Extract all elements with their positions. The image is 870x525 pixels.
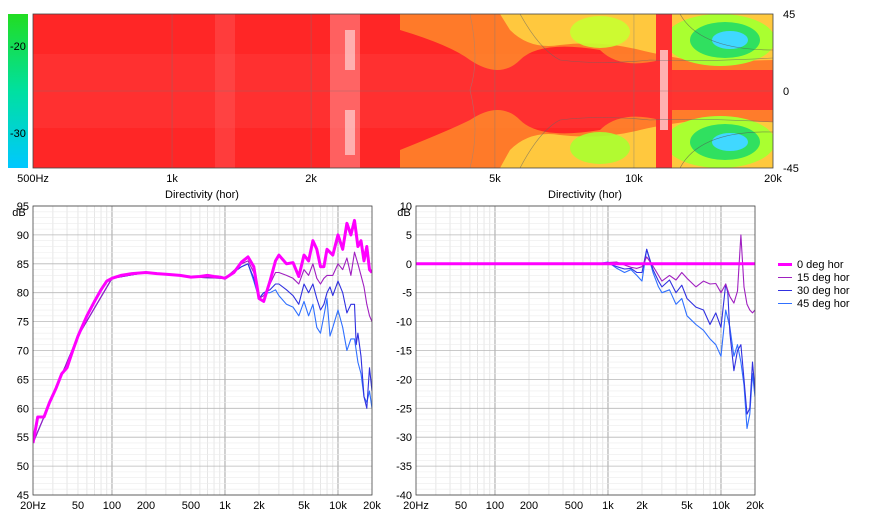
legend-label: 15 deg hor [797,271,850,284]
heatmap-axis-labels: 500Hz 1k 2k 5k 10k 20k 45 0 -45 [17,9,799,185]
norm-y-tick: -30 [396,432,412,444]
heatmap-x-tick: 500Hz [17,173,49,185]
chart-legend: 0 deg hor 15 deg hor 30 deg hor 45 deg hor [778,258,850,310]
norm-y-tick: -20 [396,374,412,386]
spl-x-tick: 200 [137,500,155,512]
heatmap-gridlines [33,14,773,168]
heatmap-x-tick: 1k [166,173,178,185]
spl-chart-axis-labels: 20Hz 50 100 200 500 1k 2k 5k 10k 20k 95 90 85 80 75 70 6… [17,201,382,512]
norm-x-tick: 500 [565,500,583,512]
spl-chart-grid [33,205,372,496]
legend-swatch [778,277,792,278]
norm-y-tick: -25 [396,403,412,415]
spl-x-tick: 20k [363,500,381,512]
norm-x-tick: 20Hz [403,500,429,512]
norm-series-2 [416,248,755,415]
heatmap-y-tick: 45 [783,9,795,21]
spl-chart-series [33,218,372,444]
spl-y-tick: 45 [17,490,29,502]
norm-y-tick: -40 [396,490,412,502]
heatmap-plot [33,14,773,168]
spl-series-3 [33,263,372,444]
norm-series-3 [416,248,755,430]
legend-label: 45 deg hor [797,297,850,310]
norm-y-tick: -5 [402,288,412,300]
spl-x-tick: 100 [103,500,121,512]
norm-y-tick: 5 [406,230,412,242]
heatmap-y-tick: -45 [783,163,799,175]
spl-x-tick: 1k [219,500,231,512]
norm-x-tick: 5k [681,500,693,512]
spl-y-tick: 75 [17,317,29,329]
normalized-chart-axis-labels: 20Hz 50 100 200 500 1k 2k 5k 10k 20k1050-5-10-15-… [396,201,764,512]
spl-x-tick: 10k [329,500,347,512]
spl-x-tick: 500 [182,500,200,512]
spl-x-tick: 2k [253,500,265,512]
heatmap-x-tick: 20k [764,173,782,185]
spl-y-tick: 85 [17,259,29,271]
legend-label: 30 deg hor [797,284,850,297]
spl-y-tick: 50 [17,461,29,473]
legend-label: 0 deg hor [797,258,844,271]
spl-y-tick: 90 [17,230,29,242]
norm-y-tick: 10 [400,201,412,213]
heatmap-y-tick: 0 [783,86,789,98]
colorbar-tick-0: -20 [10,41,26,53]
spl-y-tick: 55 [17,432,29,444]
legend-item: 15 deg hor [778,271,850,284]
spl-series-0 [33,218,372,444]
norm-x-tick: 2k [636,500,648,512]
colorbar [8,14,28,168]
norm-x-tick: 200 [520,500,538,512]
legend-swatch [778,303,792,304]
spl-y-tick: 60 [17,403,29,415]
norm-y-tick: -35 [396,461,412,473]
spl-series-1 [33,251,372,444]
norm-x-tick: 20k [746,500,764,512]
spl-x-tick: 5k [298,500,310,512]
norm-y-tick: -10 [396,317,412,329]
norm-series-1 [416,234,755,314]
heatmap-x-tick: 10k [625,173,643,185]
spl-y-tick: 95 [17,201,29,213]
legend-item: 45 deg hor [778,297,850,310]
norm-x-tick: 50 [455,500,467,512]
norm-x-tick: 1k [602,500,614,512]
spl-chart-title: Directivity (hor) [165,189,239,201]
spl-chart: Directivity (hor) dB 20Hz 50 100 200 500 1k 2k… [12,189,381,512]
spl-series-2 [33,263,372,444]
normalized-chart-series [416,234,755,430]
normalized-chart-grid [416,205,755,496]
spl-chart-ylabel: dB [12,207,25,219]
normalized-chart: Directivity (hor) dB 20Hz 50 100 200 500 1k 2k… [396,189,764,512]
norm-y-tick: -15 [396,346,412,358]
heatmap-x-tick: 5k [489,173,501,185]
spl-x-tick: 50 [72,500,84,512]
heatmap-panel: -20 -30 [8,9,799,185]
spl-y-tick: 80 [17,288,29,300]
normalized-chart-ylabel: dB [397,207,410,219]
norm-x-tick: 10k [712,500,730,512]
spl-x-tick: 20Hz [20,500,46,512]
normalized-chart-title: Directivity (hor) [548,189,622,201]
heatmap-x-tick: 2k [305,173,317,185]
spl-y-tick: 70 [17,346,29,358]
legend-swatch [778,263,792,266]
spl-y-tick: 65 [17,374,29,386]
colorbar-tick-1: -30 [10,128,26,140]
norm-y-tick: 0 [406,259,412,271]
legend-item: 0 deg hor [778,258,850,271]
norm-x-tick: 100 [486,500,504,512]
legend-swatch [778,290,792,291]
legend-item: 30 deg hor [778,284,850,297]
